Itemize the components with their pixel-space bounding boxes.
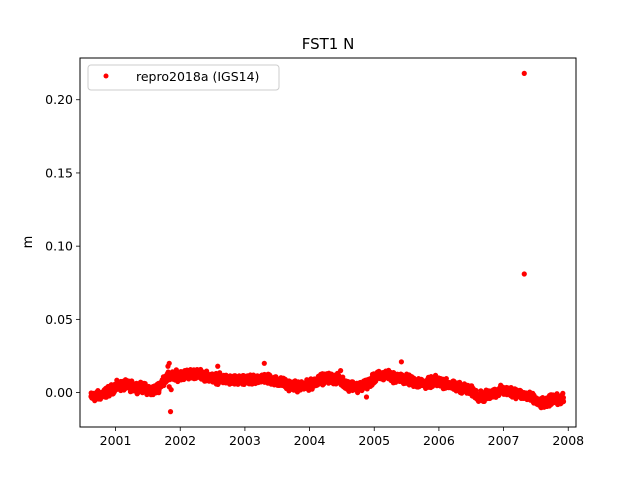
x-tick-label: 2001 xyxy=(100,433,132,448)
y-tick-label: 0.00 xyxy=(45,385,73,400)
data-point xyxy=(560,394,566,401)
data-point xyxy=(521,70,527,76)
data-point xyxy=(560,398,567,405)
data-point xyxy=(167,409,174,415)
data-point xyxy=(355,389,361,396)
chart-title: FST1 N xyxy=(302,35,355,53)
axis-ticks: 2001 2002 2003 2004 2005 2006 2007 2008 0.00 0.05… xyxy=(45,92,584,448)
legend-label-repro2018a: repro2018a (IGS14) xyxy=(136,69,259,84)
y-tick-label: 0.15 xyxy=(45,165,73,180)
x-tick-label: 2002 xyxy=(164,433,196,448)
x-tick-label: 2005 xyxy=(358,433,390,448)
data-point xyxy=(261,360,267,366)
x-tick-label: 2006 xyxy=(423,433,455,448)
data-point xyxy=(165,363,171,369)
y-tick-label: 0.05 xyxy=(45,312,73,327)
plot-area-frame xyxy=(79,57,577,428)
data-point xyxy=(521,271,527,277)
data-point xyxy=(168,387,174,393)
data-point xyxy=(560,390,566,396)
legend: repro2018a (IGS14) xyxy=(87,64,280,91)
x-tick-label: 2004 xyxy=(294,433,326,448)
data-point xyxy=(338,368,344,374)
legend-marker xyxy=(103,73,109,79)
y-tick-label: 0.20 xyxy=(45,92,73,107)
legend-box xyxy=(87,64,280,91)
data-point xyxy=(215,363,221,369)
x-tick-label: 2003 xyxy=(229,433,261,448)
y-axis-label: m xyxy=(21,236,36,249)
y-tick-label: 0.10 xyxy=(45,239,73,254)
x-tick-label: 2008 xyxy=(552,433,584,448)
data-points xyxy=(88,70,567,415)
x-tick-label: 2007 xyxy=(488,433,520,448)
data-point xyxy=(363,394,370,400)
data-point xyxy=(398,359,404,365)
